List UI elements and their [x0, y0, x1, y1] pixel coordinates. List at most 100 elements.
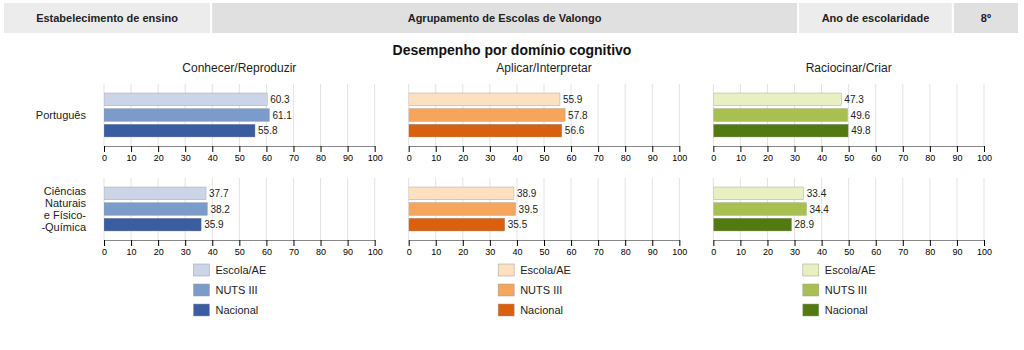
panel: Conhecer/ReproduzirPortuguês60.361.155.8…: [36, 61, 383, 163]
grid-line: [625, 178, 626, 240]
data-labels: 38.939.535.5: [508, 188, 539, 230]
data-label: 57.8: [568, 110, 588, 121]
tick-mark: [957, 146, 958, 152]
legend-swatch: [803, 304, 819, 316]
tick-label: 100: [977, 247, 992, 257]
tick: 50: [539, 240, 549, 257]
data-label: 34.4: [809, 204, 829, 215]
tick-mark: [984, 146, 985, 152]
tick: 20: [458, 240, 468, 257]
tick: 10: [431, 240, 441, 257]
tick-mark: [795, 146, 796, 152]
tick-label: 70: [594, 153, 604, 163]
tick: 60: [262, 146, 272, 163]
header-text: 8º: [981, 12, 991, 24]
tick-mark: [293, 146, 294, 152]
legend-label: Escola/AE: [215, 264, 266, 276]
x-axis: 0102030405060708090100: [407, 146, 688, 163]
bar: [409, 109, 565, 122]
tick: 80: [621, 240, 631, 257]
tick: 90: [648, 146, 658, 163]
tick-label: 10: [431, 153, 441, 163]
tick: 0: [102, 146, 107, 163]
tick: 20: [458, 146, 468, 163]
bars: [104, 93, 269, 137]
tick-label: 70: [289, 247, 299, 257]
grid: [104, 178, 375, 240]
tick-label: 40: [512, 247, 522, 257]
data-label: 55.9: [563, 94, 583, 105]
data-label: 39.5: [519, 204, 539, 215]
tick-label: 20: [763, 247, 773, 257]
tick-mark: [822, 240, 823, 246]
bar: [104, 124, 255, 137]
tick-mark: [375, 240, 376, 246]
bar: [104, 109, 269, 122]
tick-mark: [293, 240, 294, 246]
tick: 60: [567, 240, 577, 257]
row-label-line: -Química: [41, 221, 87, 233]
bar: [713, 93, 841, 106]
tick: 60: [262, 240, 272, 257]
header-text: Ano de escolaridade: [822, 12, 930, 24]
tick-mark: [544, 146, 545, 152]
panel: Raciocinar/Criar47.349.649.8010203040506…: [711, 61, 992, 163]
grid-line: [929, 178, 930, 240]
tick-label: 70: [289, 153, 299, 163]
tick-mark: [463, 146, 464, 152]
tick-mark: [131, 240, 132, 246]
tick-label: 50: [539, 247, 549, 257]
tick: 70: [289, 146, 299, 163]
data-label: 61.1: [272, 110, 292, 121]
tick: 20: [154, 240, 164, 257]
legend-swatch: [193, 284, 209, 296]
row-label: CiênciasNaturaise Físico--Química: [41, 185, 87, 233]
tick-label: 80: [621, 153, 631, 163]
grid-line: [320, 84, 321, 146]
tick-label: 60: [871, 153, 881, 163]
legend-label: Nacional: [215, 304, 258, 316]
legend-label: Nacional: [825, 304, 868, 316]
tick-mark: [348, 146, 349, 152]
grid-line: [848, 178, 849, 240]
tick-label: 0: [102, 153, 107, 163]
panel: 33.434.428.90102030405060708090100: [711, 178, 992, 257]
tick-label: 40: [512, 153, 522, 163]
bars: [713, 187, 806, 231]
bar: [409, 203, 516, 216]
legend-swatch: [193, 304, 209, 316]
legend-swatch: [193, 264, 209, 276]
tick: 40: [817, 146, 827, 163]
data-label: 38.9: [517, 188, 537, 199]
grid-line: [984, 84, 985, 146]
bar: [713, 187, 803, 200]
tick-label: 90: [343, 153, 353, 163]
tick: 0: [407, 146, 412, 163]
tick: 60: [567, 146, 577, 163]
grid: [713, 178, 984, 240]
tick: 70: [594, 240, 604, 257]
data-label: 55.8: [258, 125, 278, 136]
legend-label: Escola/AE: [520, 264, 571, 276]
legend-label: NUTS III: [520, 284, 562, 296]
column-title: Raciocinar/Criar: [806, 61, 892, 75]
grid-line: [598, 84, 599, 146]
tick: 100: [977, 146, 992, 163]
bar: [104, 218, 201, 231]
x-axis: 0102030405060708090100: [102, 240, 383, 257]
header-cell: [799, 3, 952, 33]
tick: 80: [925, 240, 935, 257]
legend-label: NUTS III: [825, 284, 867, 296]
tick-mark: [767, 240, 768, 246]
tick-label: 10: [736, 247, 746, 257]
x-axis: 0102030405060708090100: [407, 240, 688, 257]
tick: 30: [485, 146, 495, 163]
data-label: 33.4: [807, 188, 827, 199]
tick: 10: [736, 240, 746, 257]
tick: 80: [316, 240, 326, 257]
row-label: Português: [36, 109, 87, 121]
grid-line: [239, 178, 240, 240]
tick: 100: [368, 240, 383, 257]
tick: 0: [102, 240, 107, 257]
grid-line: [679, 178, 680, 240]
